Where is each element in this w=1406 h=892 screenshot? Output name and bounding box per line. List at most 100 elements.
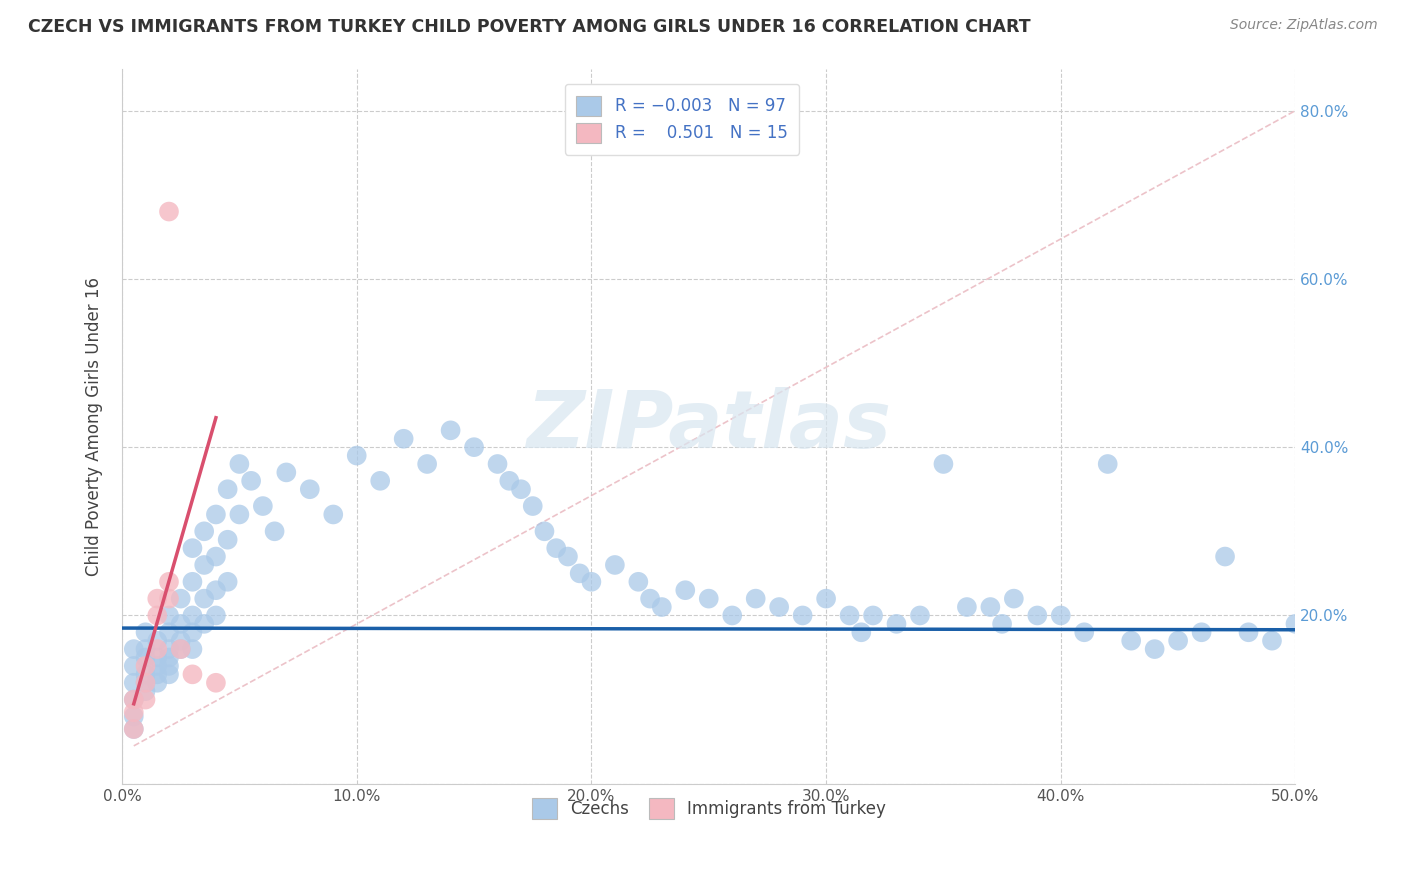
Point: [193, 591, 215, 606]
Point: [122, 705, 145, 719]
Point: [252, 499, 274, 513]
Point: [122, 659, 145, 673]
Point: [697, 591, 720, 606]
Point: [181, 625, 204, 640]
Point: [838, 608, 860, 623]
Point: [181, 541, 204, 556]
Point: [298, 482, 321, 496]
Point: [157, 608, 180, 623]
Point: [205, 583, 228, 598]
Point: [932, 457, 955, 471]
Point: [1049, 608, 1071, 623]
Text: CZECH VS IMMIGRANTS FROM TURKEY CHILD POVERTY AMONG GIRLS UNDER 16 CORRELATION C: CZECH VS IMMIGRANTS FROM TURKEY CHILD PO…: [28, 18, 1031, 36]
Point: [181, 667, 204, 681]
Point: [134, 625, 156, 640]
Point: [522, 499, 544, 513]
Point: [170, 616, 193, 631]
Point: [1073, 625, 1095, 640]
Y-axis label: Child Poverty Among Girls Under 16: Child Poverty Among Girls Under 16: [86, 277, 103, 575]
Point: [146, 659, 169, 673]
Point: [157, 659, 180, 673]
Point: [122, 722, 145, 736]
Point: [979, 600, 1001, 615]
Point: [193, 524, 215, 539]
Point: [122, 709, 145, 723]
Point: [217, 574, 239, 589]
Point: [170, 591, 193, 606]
Point: [205, 508, 228, 522]
Point: [170, 642, 193, 657]
Point: [170, 633, 193, 648]
Point: [721, 608, 744, 623]
Point: [603, 558, 626, 572]
Point: [193, 558, 215, 572]
Point: [1213, 549, 1236, 564]
Point: [533, 524, 555, 539]
Point: [1121, 633, 1143, 648]
Point: [122, 692, 145, 706]
Point: [146, 633, 169, 648]
Point: [815, 591, 838, 606]
Point: [368, 474, 391, 488]
Point: [416, 457, 439, 471]
Point: [581, 574, 603, 589]
Point: [263, 524, 285, 539]
Point: [134, 659, 156, 673]
Point: [768, 600, 790, 615]
Point: [956, 600, 979, 615]
Point: [146, 642, 169, 657]
Text: Source: ZipAtlas.com: Source: ZipAtlas.com: [1230, 18, 1378, 32]
Point: [122, 692, 145, 706]
Point: [510, 482, 533, 496]
Point: [1167, 633, 1189, 648]
Point: [463, 440, 485, 454]
Point: [157, 591, 180, 606]
Point: [134, 684, 156, 698]
Point: [392, 432, 415, 446]
Point: [862, 608, 884, 623]
Point: [991, 616, 1014, 631]
Point: [744, 591, 766, 606]
Point: [134, 650, 156, 665]
Point: [638, 591, 661, 606]
Point: [1002, 591, 1025, 606]
Point: [439, 423, 461, 437]
Point: [346, 449, 368, 463]
Legend: Czechs, Immigrants from Turkey: Czechs, Immigrants from Turkey: [524, 792, 893, 825]
Point: [205, 675, 228, 690]
Point: [146, 608, 169, 623]
Point: [486, 457, 509, 471]
Point: [228, 508, 250, 522]
Point: [157, 574, 180, 589]
Point: [146, 591, 169, 606]
Point: [181, 608, 204, 623]
Text: ZIPatlas: ZIPatlas: [526, 387, 891, 465]
Point: [134, 667, 156, 681]
Point: [146, 650, 169, 665]
Point: [134, 692, 156, 706]
Point: [673, 583, 696, 598]
Point: [217, 482, 239, 496]
Point: [851, 625, 873, 640]
Point: [122, 675, 145, 690]
Point: [122, 642, 145, 657]
Point: [193, 616, 215, 631]
Point: [228, 457, 250, 471]
Point: [792, 608, 814, 623]
Point: [1097, 457, 1119, 471]
Point: [908, 608, 931, 623]
Point: [498, 474, 520, 488]
Point: [134, 642, 156, 657]
Point: [205, 549, 228, 564]
Point: [146, 675, 169, 690]
Point: [157, 667, 180, 681]
Point: [134, 675, 156, 690]
Point: [122, 722, 145, 736]
Point: [1143, 642, 1166, 657]
Point: [886, 616, 908, 631]
Point: [557, 549, 579, 564]
Point: [1284, 616, 1306, 631]
Point: [146, 667, 169, 681]
Point: [1026, 608, 1049, 623]
Point: [651, 600, 673, 615]
